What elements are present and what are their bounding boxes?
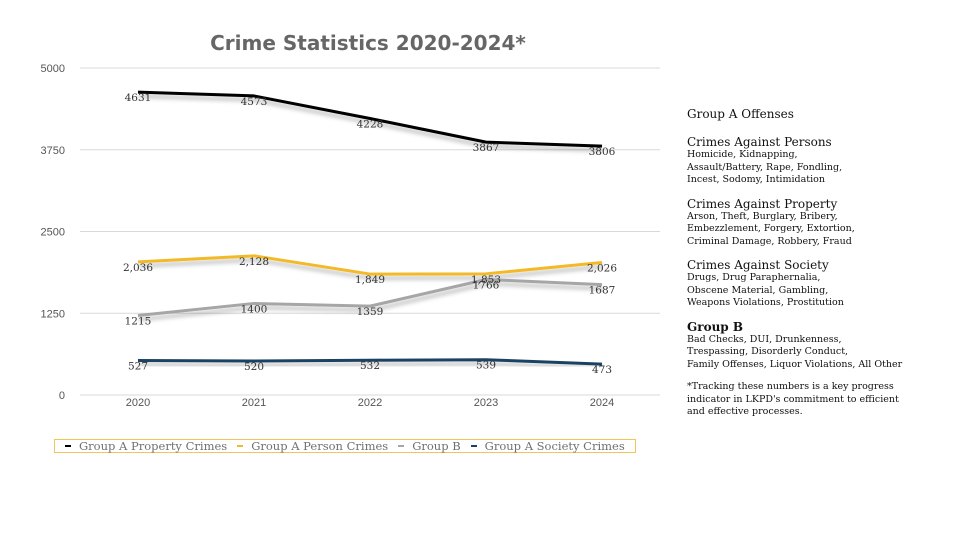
data-label-group-a-society-crimes: 473	[592, 364, 612, 376]
society-title: Crimes Against Society	[687, 258, 829, 272]
y-axis-ticks: 0 1250 2500 3750 5000	[41, 63, 65, 402]
y-tick-label: 5000	[41, 63, 65, 75]
series-line-group-b	[137, 278, 603, 318]
property-block: Crimes Against Property Arson, Theft, Bu…	[687, 197, 947, 249]
x-tick-label: 2021	[242, 397, 266, 409]
persons-line: Incest, Sodomy, Intimidation	[687, 174, 825, 185]
groupb-block: Group B Bad Checks, DUI, Drunkenness, Tr…	[687, 320, 947, 372]
legend-label: Group A Society Crimes	[484, 439, 625, 453]
data-label-group-a-person-crimes: 2,036	[123, 262, 153, 274]
y-tick-label: 2500	[41, 227, 65, 239]
line-chart: Crime Statistics 2020-2024* 0 1250 2500 375…	[41, 31, 660, 409]
y-tick-label: 3750	[41, 145, 65, 157]
groupb-title: Group B	[687, 319, 744, 334]
data-labels: 4631 4573 4228 3867 3806 2,036 2,128 1,849 1,853…	[123, 92, 617, 376]
series-line-group-a-person-crimes	[137, 254, 603, 276]
legend-swatch-groupb	[398, 445, 405, 447]
legend-item-society[interactable]: Group A Society Crimes	[470, 439, 625, 453]
footnote-line: indicator in LKPD's commitment to effici…	[687, 393, 899, 405]
data-label-group-a-person-crimes: 1,849	[355, 274, 385, 286]
legend-item-person[interactable]: Group A Person Crimes	[237, 439, 388, 453]
footnote-line: and effective processes.	[687, 406, 803, 417]
legend-label: Group A Property Crimes	[79, 439, 228, 453]
legend-swatch-person	[237, 445, 244, 447]
data-label-group-a-person-crimes: 2,128	[239, 256, 269, 268]
data-label-group-a-property-crimes: 4631	[125, 92, 152, 104]
data-label-group-a-society-crimes: 520	[244, 361, 264, 373]
data-label-group-b: 1359	[357, 306, 384, 318]
property-line: Criminal Damage, Robbery, Fraud	[687, 235, 852, 247]
chart-title: Crime Statistics 2020-2024*	[210, 31, 526, 55]
y-tick-label: 1250	[41, 308, 65, 320]
data-label-group-b: 1687	[589, 285, 616, 297]
data-label-group-a-property-crimes: 4573	[241, 96, 268, 108]
data-label-group-a-society-crimes: 539	[476, 360, 496, 372]
footnote-line: *Tracking these numbers is a key progres…	[687, 381, 894, 392]
legend-item-groupb[interactable]: Group B	[398, 439, 461, 453]
groupb-line: Bad Checks, DUI, Drunkenness,	[687, 333, 842, 345]
property-line: Embezzlement, Forgery, Extortion,	[687, 223, 855, 234]
x-tick-label: 2022	[358, 397, 382, 409]
x-tick-label: 2023	[474, 397, 498, 409]
data-label-group-a-society-crimes: 532	[360, 360, 380, 372]
society-line: Drugs, Drug Paraphernalia,	[687, 272, 821, 283]
data-label-group-b: 1215	[125, 316, 152, 328]
offense-sidebar: Group A Offenses Crimes Against Persons …	[687, 107, 947, 419]
data-label-group-a-property-crimes: 3806	[589, 146, 616, 158]
legend-label: Group A Person Crimes	[251, 439, 389, 453]
series-lines	[137, 90, 603, 366]
series-line-group-a-property-crimes	[137, 90, 603, 148]
chart-legend: Group A Property Crimes Group A Person C…	[54, 439, 636, 453]
property-line: Arson, Theft, Burglary, Bribery,	[687, 210, 838, 222]
society-line: Obscene Material, Gambling,	[687, 284, 829, 296]
series-line-group-a-society-crimes	[137, 358, 603, 366]
data-label-group-a-property-crimes: 3867	[473, 142, 500, 154]
data-label-group-a-person-crimes: 2,026	[587, 262, 617, 274]
groupb-line: Trespassing, Disorderly Conduct,	[687, 346, 849, 357]
persons-title: Crimes Against Persons	[687, 135, 832, 149]
data-label-group-a-property-crimes: 4228	[357, 118, 384, 130]
footnote: *Tracking these numbers is a key progres…	[687, 381, 947, 419]
data-label-group-b: 1766	[473, 280, 500, 292]
society-line: Weapons Violations, Prostitution	[687, 297, 844, 308]
data-label-group-a-person-crimes: 1,853	[471, 274, 501, 286]
sidebar-heading: Group A Offenses	[687, 107, 794, 121]
x-tick-label: 2024	[590, 397, 614, 409]
society-block: Crimes Against Society Drugs, Drug Parap…	[687, 258, 947, 310]
x-axis-ticks: 2020 2021 2022 2023 2024	[126, 397, 614, 409]
grid-lines	[80, 67, 660, 396]
legend-label: Group B	[412, 439, 461, 453]
persons-line: Assault/Battery, Rape, Fondling,	[687, 161, 843, 173]
x-tick-label: 2020	[126, 397, 150, 409]
legend-swatch-property	[65, 445, 71, 447]
data-label-group-a-society-crimes: 527	[128, 361, 148, 373]
y-tick-label: 0	[59, 390, 65, 402]
legend-item-property[interactable]: Group A Property Crimes	[65, 439, 227, 453]
groupb-line: Family Offenses, Liquor Violations, All …	[687, 358, 903, 370]
legend-swatch-society	[470, 445, 477, 447]
persons-block: Crimes Against Persons Homicide, Kidnapp…	[687, 135, 947, 187]
property-title: Crimes Against Property	[687, 196, 838, 211]
persons-line: Homicide, Kidnapping,	[687, 149, 798, 160]
data-label-group-b: 1400	[241, 303, 268, 315]
